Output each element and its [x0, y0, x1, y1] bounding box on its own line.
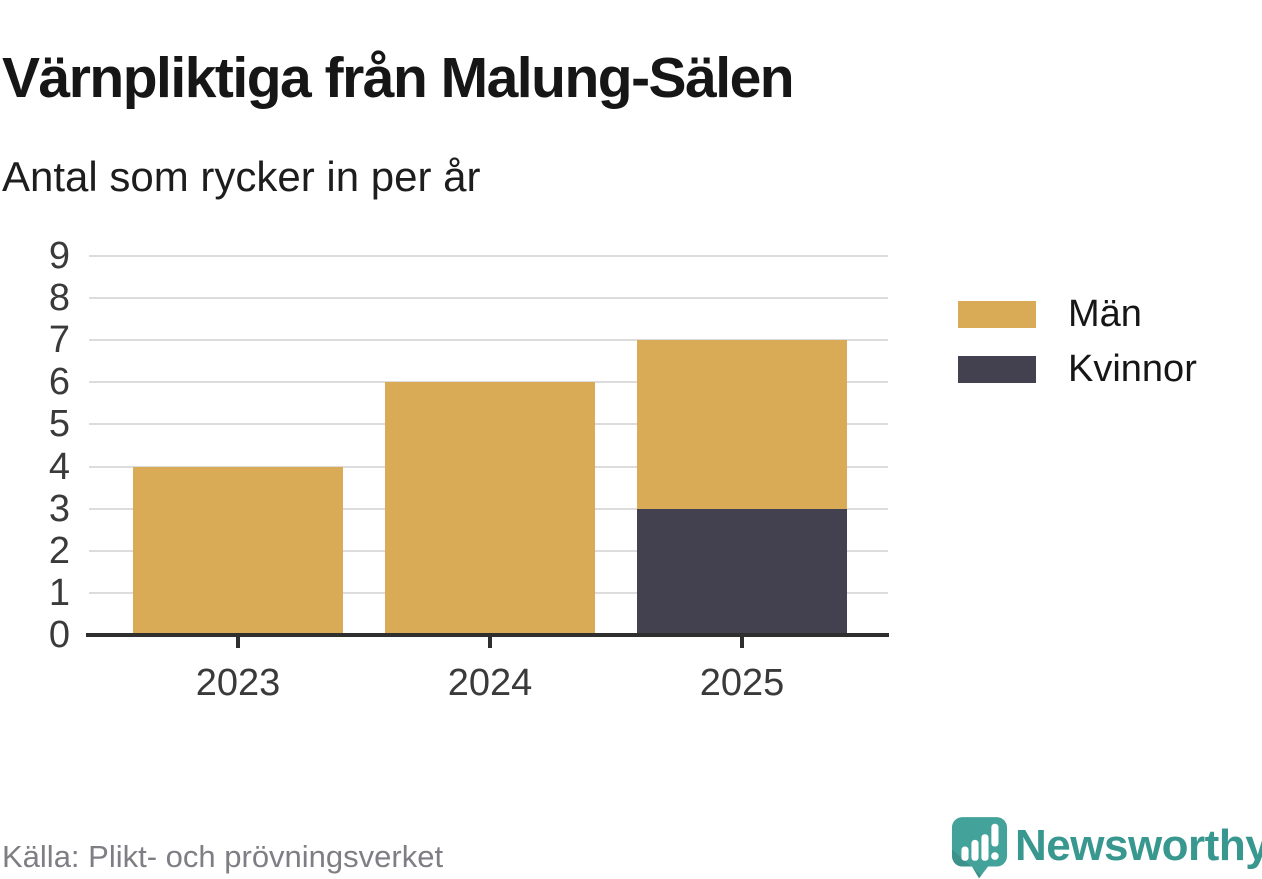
newsworthy-bubble-icon — [951, 817, 1008, 879]
x-axis-tick — [488, 637, 492, 648]
x-tick-label: 2023 — [195, 662, 281, 704]
y-tick-label: 3 — [48, 487, 70, 530]
legend-item-män: Män — [958, 293, 1197, 335]
chart-title: Värnpliktiga från Malung-Sälen — [2, 46, 795, 111]
y-tick-label: 7 — [48, 319, 70, 362]
legend: Män Kvinnor — [958, 293, 1197, 411]
chart-subtitle: Antal som rycker in per år — [2, 153, 481, 200]
y-tick-label: 1 — [48, 571, 70, 614]
legend-item-kvinnor: Kvinnor — [958, 348, 1197, 390]
legend-swatch-män — [958, 301, 1036, 328]
y-tick-label: 0 — [48, 614, 70, 656]
x-axis-line — [86, 633, 889, 637]
y-tick-label: 5 — [48, 403, 70, 446]
brand-name: Newsworthy — [1015, 821, 1262, 870]
bar-segment-män-2023 — [133, 466, 343, 635]
x-axis-tick — [236, 637, 240, 648]
y-tick-label: 2 — [48, 529, 70, 572]
y-tick-label: 4 — [48, 445, 70, 488]
bar-segment-män-2025 — [637, 340, 847, 509]
x-tick-label: 2024 — [447, 662, 533, 704]
x-axis-tick — [740, 637, 744, 648]
gridline — [89, 255, 888, 257]
source-note: Källa: Plikt- och prövningsverket — [2, 839, 444, 874]
legend-label: Kvinnor — [1068, 348, 1197, 390]
y-tick-label: 6 — [48, 361, 70, 404]
y-tick-label: 8 — [48, 277, 70, 320]
legend-swatch-kvinnor — [958, 356, 1036, 383]
gridline — [89, 339, 888, 342]
legend-label: Män — [1068, 293, 1142, 335]
bar-segment-män-2024 — [385, 382, 595, 635]
x-tick-label: 2025 — [699, 662, 785, 704]
bar-segment-kvinnor-2025 — [637, 508, 847, 635]
gridline — [89, 297, 888, 300]
y-tick-label: 9 — [48, 235, 70, 277]
